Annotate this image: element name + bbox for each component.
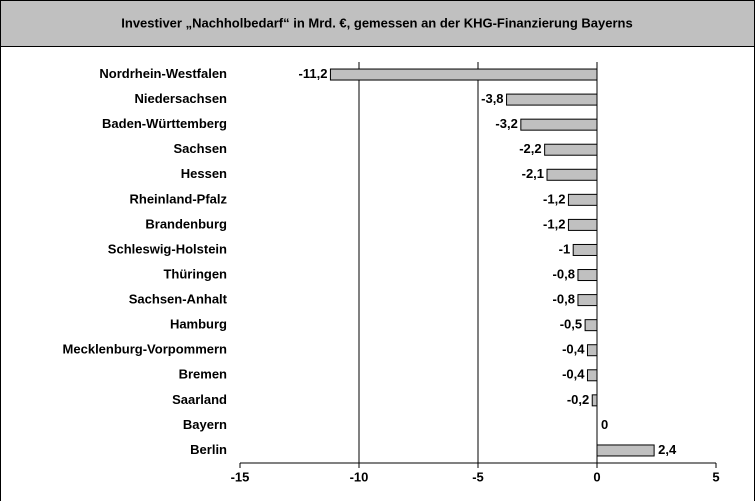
y-tick-label: Hessen (181, 166, 227, 181)
value-label: -1,2 (543, 216, 565, 231)
y-tick-label: Niedersachsen (135, 91, 228, 106)
x-tick-label: -5 (472, 469, 484, 484)
value-label: 0 (601, 417, 608, 432)
y-tick-label: Brandenburg (145, 216, 227, 231)
value-label: 2,4 (658, 442, 677, 457)
bar (577, 294, 598, 307)
y-tick-label: Mecklenburg-Vorpommern (63, 342, 228, 357)
y-tick-label: Hamburg (170, 317, 227, 332)
x-tick-label: 5 (712, 469, 719, 484)
y-tick-label: Berlin (190, 442, 227, 457)
value-label: -0,8 (553, 292, 575, 307)
value-label: -0,2 (567, 392, 589, 407)
chart-title: Investiver „Nachholbedarf“ in Mrd. €, ge… (121, 15, 632, 30)
bar (584, 319, 598, 332)
bar (586, 369, 598, 382)
value-label: -2,1 (522, 166, 544, 181)
y-tick-label: Bayern (183, 417, 227, 432)
y-tick-label: Nordrhein-Westfalen (99, 66, 227, 81)
x-tick-label: 0 (593, 469, 600, 484)
bar (544, 143, 598, 156)
value-label: -3,2 (495, 116, 517, 131)
value-label: -0,4 (562, 342, 585, 357)
bar (329, 68, 598, 81)
bar (546, 168, 598, 181)
bar (572, 243, 598, 256)
y-tick-label: Sachsen (174, 141, 228, 156)
y-tick-label: Schleswig-Holstein (108, 241, 227, 256)
y-tick-label: Thüringen (163, 266, 227, 281)
value-label: -0,4 (562, 367, 585, 382)
value-label: -11,2 (299, 66, 328, 81)
y-tick-label: Sachsen-Anhalt (129, 292, 228, 307)
value-label: -1,2 (543, 191, 565, 206)
bar (567, 218, 598, 231)
value-label: -0,5 (560, 317, 582, 332)
value-label: -0,8 (553, 266, 575, 281)
header (0, 0, 755, 47)
y-tick-label: Bremen (179, 367, 227, 382)
value-label: -1 (559, 241, 571, 256)
bar (577, 269, 598, 282)
y-tick-label: Rheinland-Pfalz (129, 191, 227, 206)
bar (567, 193, 598, 206)
y-tick-label: Baden-Württemberg (102, 116, 227, 131)
bar (591, 394, 598, 407)
bar (506, 93, 598, 106)
x-tick-label: -15 (231, 469, 250, 484)
bar (520, 118, 598, 131)
bar (586, 344, 598, 357)
x-tick-label: -10 (350, 469, 369, 484)
bar (596, 444, 655, 457)
value-label: -3,8 (481, 91, 503, 106)
y-tick-label: Saarland (172, 392, 227, 407)
value-label: -2,2 (519, 141, 541, 156)
